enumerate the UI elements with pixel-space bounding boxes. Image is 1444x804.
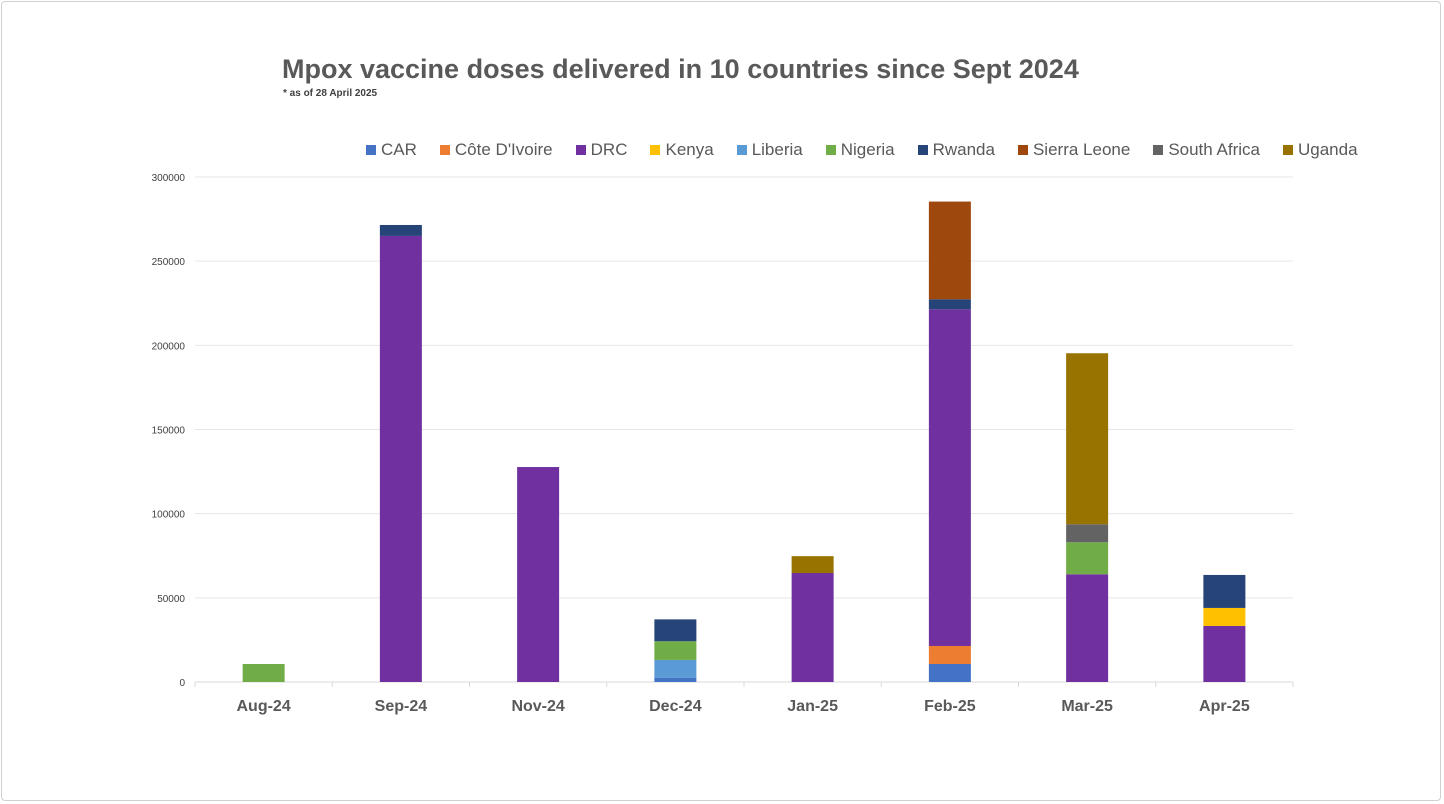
bar-segment-nigeria-mar-25 [1066, 542, 1109, 575]
bar-segment-rwanda-dec-24 [654, 619, 697, 642]
x-tick-label: Apr-25 [1199, 698, 1250, 715]
legend-label: Côte D'Ivoire [454, 140, 553, 159]
y-tick-label: 300000 [152, 173, 186, 184]
bar-segment-kenya-apr-25 [1203, 607, 1246, 626]
legend-label: South Africa [1168, 140, 1260, 159]
legend-item: Rwanda [917, 140, 995, 160]
legend-label: CAR [381, 140, 417, 159]
y-tick-label: 100000 [152, 510, 186, 521]
bar-segment-drc-apr-25 [1203, 625, 1246, 682]
legend-swatch [366, 145, 376, 155]
legend-swatch [1282, 145, 1293, 155]
bar-segment-rwanda-apr-25 [1203, 574, 1246, 608]
legend-label: Uganda [1297, 140, 1358, 159]
y-tick-label: 250000 [152, 257, 186, 268]
y-tick-label: 200000 [152, 341, 186, 352]
chart-subtitle: * as of 28 April 2025 [283, 88, 378, 99]
legend-item: CAR [366, 140, 417, 160]
legend-label: DRC [590, 140, 628, 159]
legend-swatch [575, 145, 586, 155]
x-tick-label: Aug-24 [237, 698, 291, 715]
bar-segment-sierra-leone-feb-25 [928, 201, 971, 300]
bar-segment-drc-nov-24 [517, 467, 560, 682]
legend-swatch [650, 145, 661, 155]
bar-segment-drc-sep-24 [379, 235, 422, 682]
bar-segment-drc-mar-25 [1066, 574, 1109, 682]
legend-item: Uganda [1282, 140, 1358, 160]
y-tick-label: 0 [179, 678, 185, 689]
legend: CAR Côte D'Ivoire DRC Kenya Liberia Nigeria Rw… [366, 140, 1381, 160]
bar-segment-nigeria-dec-24 [654, 641, 697, 660]
legend-label: Nigeria [840, 140, 895, 159]
y-tick-label: 50000 [157, 594, 185, 605]
legend-label: Sierra Leone [1032, 140, 1131, 159]
legend-item: Liberia [736, 140, 803, 160]
legend-swatch [825, 145, 836, 155]
bar-segment-rwanda-feb-25 [928, 299, 971, 310]
bar-segment-uganda-jan-25 [791, 556, 834, 574]
x-tick-label: Feb-25 [924, 698, 976, 715]
legend-label: Kenya [665, 140, 714, 159]
x-tick-label: Jan-25 [787, 698, 838, 715]
legend-item: Côte D'Ivoire [439, 140, 553, 160]
legend-swatch [1017, 145, 1028, 155]
bar-segment-rwanda-sep-24 [379, 224, 422, 236]
bar-segment-car-feb-25 [928, 663, 971, 682]
bar-segment-drc-jan-25 [791, 573, 834, 682]
legend-swatch [736, 145, 747, 155]
legend-item: Kenya [650, 140, 714, 160]
bar-segment-nigeria-aug-24 [242, 663, 285, 682]
y-tick-label: 150000 [152, 426, 186, 437]
legend-swatch [439, 145, 450, 155]
chart-title: Mpox vaccine doses delivered in 10 count… [282, 54, 1079, 84]
legend-item: DRC [575, 140, 628, 160]
legend-item: Sierra Leone [1017, 140, 1131, 160]
legend-swatch [917, 145, 928, 155]
bar-segment-liberia-dec-24 [654, 659, 697, 678]
bar-segment-south-africa-mar-25 [1066, 524, 1109, 543]
legend-item: South Africa [1153, 140, 1260, 160]
legend-swatch [1153, 145, 1164, 155]
bar-segment-uganda-mar-25 [1066, 353, 1109, 525]
bar-segment-car-dec-24 [654, 677, 697, 682]
x-tick-label: Nov-24 [511, 698, 564, 715]
x-tick-label: Dec-24 [649, 698, 702, 715]
x-tick-label: Sep-24 [375, 698, 428, 715]
legend-label: Liberia [751, 140, 803, 159]
legend-item: Nigeria [825, 140, 895, 160]
bar-segment-drc-feb-25 [928, 309, 971, 646]
legend-label: Rwanda [932, 140, 995, 159]
bar-segment-c-te-d-ivoire-feb-25 [928, 645, 971, 664]
x-tick-label: Mar-25 [1061, 698, 1113, 715]
